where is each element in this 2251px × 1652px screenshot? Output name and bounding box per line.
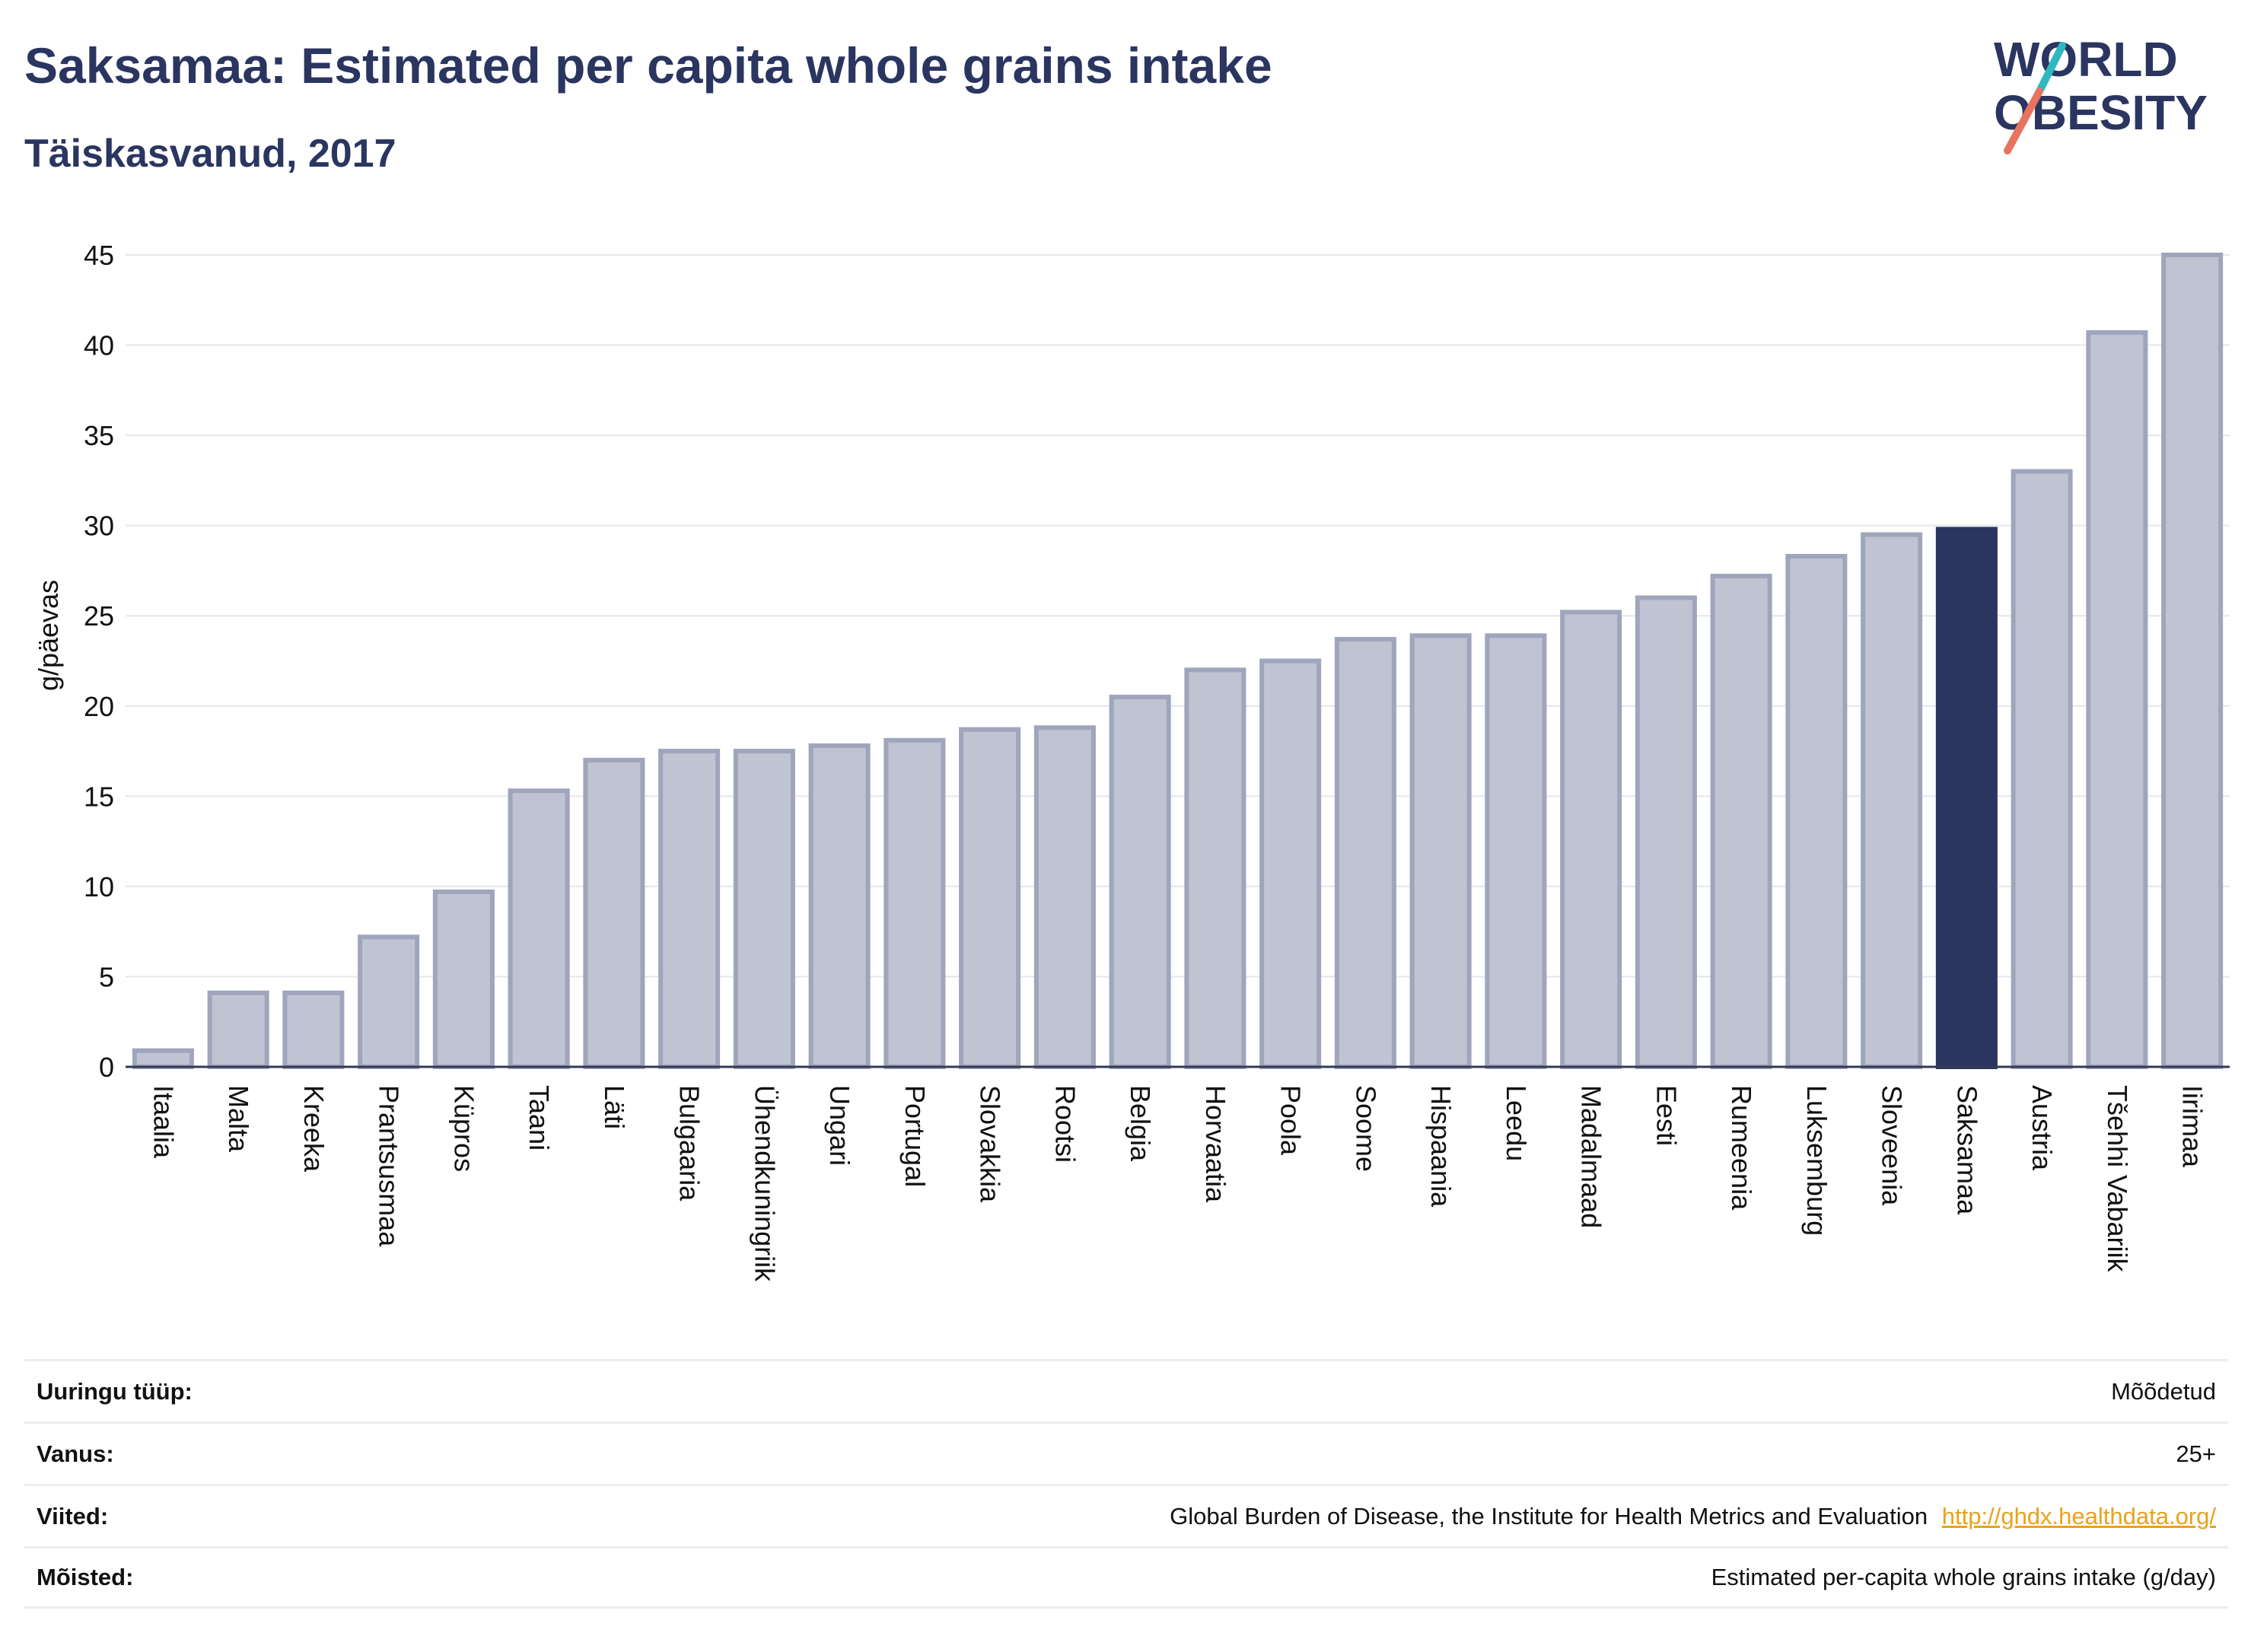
x-axis-labels: Itaalia Malta Kreeka Prantsusmaa Küpros Taani… [148, 1085, 2208, 1282]
meta-value: 25+ [2176, 1440, 2216, 1467]
y-tick-label: 30 [84, 511, 114, 542]
meta-row-definitions: Mõisted: Estimated per-capita whole grai… [24, 1546, 2228, 1609]
logo-slash-coral [2004, 88, 2043, 154]
bar-chart: 0 5 10 15 20 25 30 35 40 45 Itaalia Malta Kreeka Pra… [33, 240, 2230, 1282]
bar [1861, 532, 1923, 1069]
meta-value: Estimated per-capita whole grains intake… [1711, 1564, 2216, 1590]
x-tick-label: Madalmaad [1576, 1085, 1607, 1228]
bar [508, 788, 570, 1069]
meta-value-group: Global Burden of Disease, the Institute … [1170, 1503, 2216, 1530]
bar [1710, 574, 1772, 1069]
x-tick-label: Austria [2027, 1085, 2058, 1171]
bar [1033, 725, 1096, 1070]
bar [207, 990, 269, 1069]
x-tick-label: Ühendkuningriik [749, 1085, 780, 1282]
bar [658, 749, 721, 1069]
bar [733, 749, 795, 1069]
x-tick-label: Horvaatia [1200, 1085, 1231, 1203]
x-tick-label: Hispaania [1425, 1085, 1457, 1208]
bar [282, 990, 345, 1069]
meta-row-survey-type: Uuringu tüüp: Mõõdetud [24, 1359, 2228, 1421]
meta-label: Uuringu tüüp: [37, 1377, 193, 1405]
x-tick-label: Prantsusmaa [374, 1085, 405, 1247]
x-tick-label: Kreeka [298, 1085, 330, 1173]
bar [1560, 610, 1622, 1069]
y-tick-label: 25 [84, 600, 114, 632]
world-obesity-logo: WORLD OBESITY [1994, 32, 2208, 154]
x-tick-label: Küpros [448, 1085, 479, 1172]
y-tick-label: 10 [84, 871, 114, 902]
y-axis-label: g/päevas [33, 580, 64, 691]
x-tick-label: Leedu [1501, 1085, 1532, 1161]
y-tick-label: 15 [84, 781, 114, 812]
x-tick-label: Malta [223, 1085, 254, 1153]
bar [1409, 633, 1472, 1069]
bar [432, 890, 495, 1069]
x-tick-label: Portugal [899, 1085, 931, 1187]
bar [1259, 658, 1322, 1069]
meta-value: Global Burden of Disease, the Institute … [1170, 1502, 1928, 1529]
logo-slash-teal [2036, 42, 2066, 95]
x-tick-label: Tšehhi Vabariik [2102, 1085, 2133, 1272]
bar [1785, 553, 1848, 1069]
bar [1109, 694, 1171, 1070]
metadata-table: Uuringu tüüp: Mõõdetud Vanus: 25+ Viited… [24, 1359, 2228, 1609]
x-tick-label: Sloveenia [1877, 1085, 1908, 1206]
chart-title: Saksamaa: Estimated per capita whole gra… [24, 37, 1272, 94]
chart-subtitle: Täiskasvanud, 2017 [24, 132, 396, 176]
x-tick-label: Rootsi [1049, 1085, 1081, 1163]
bar [1635, 595, 1697, 1069]
bars [132, 253, 2224, 1070]
x-tick-label: Slovakkia [975, 1085, 1006, 1203]
x-tick-label: Soome [1350, 1085, 1381, 1172]
logo-line-1: WORLD [1994, 32, 2178, 87]
bar [959, 727, 1021, 1069]
x-tick-label: Taani [524, 1085, 555, 1151]
x-tick-label: Läti [599, 1085, 630, 1129]
y-tick-label: 35 [84, 420, 114, 451]
x-tick-label: Luksemburg [1801, 1085, 1832, 1236]
y-tick-label: 45 [84, 240, 114, 271]
bar [358, 934, 420, 1070]
x-tick-label: Bulgaaria [674, 1085, 705, 1202]
bar [1184, 667, 1246, 1069]
meta-label: Viited: [37, 1502, 109, 1529]
bar [132, 1048, 194, 1070]
x-tick-label: Poola [1275, 1085, 1307, 1156]
meta-row-age: Vanus: 25+ [24, 1421, 2228, 1484]
bar [2161, 253, 2224, 1069]
bar [2011, 469, 2073, 1069]
meta-value: Mõõdetud [2111, 1377, 2216, 1405]
x-tick-label: Rumeenia [1726, 1085, 1757, 1211]
x-tick-label: Saksamaa [1951, 1085, 1982, 1215]
x-tick-label: Belgia [1125, 1085, 1156, 1162]
x-tick-label: Ungari [824, 1085, 855, 1166]
meta-label: Vanus: [37, 1440, 114, 1467]
bar [1485, 633, 1547, 1069]
bar [884, 737, 946, 1070]
reference-link[interactable]: http://ghdx.healthdata.org/ [1941, 1502, 2216, 1529]
bar [808, 743, 871, 1069]
y-tick-label: 40 [84, 330, 114, 361]
y-tick-label: 0 [99, 1052, 114, 1083]
x-tick-label: Itaalia [148, 1085, 179, 1159]
meta-row-references: Viited: Global Burden of Disease, the In… [24, 1484, 2228, 1546]
x-tick-label: Eesti [1651, 1085, 1682, 1146]
bar [1935, 527, 1998, 1069]
x-tick-label: Iirimaa [2177, 1085, 2208, 1168]
bar [1334, 637, 1396, 1069]
bar [583, 757, 645, 1070]
meta-label: Mõisted: [37, 1564, 134, 1590]
y-axis-ticks: 0 5 10 15 20 25 30 35 40 45 [84, 240, 114, 1083]
bar [2086, 329, 2148, 1069]
y-tick-label: 20 [84, 691, 114, 722]
y-tick-label: 5 [99, 961, 114, 992]
